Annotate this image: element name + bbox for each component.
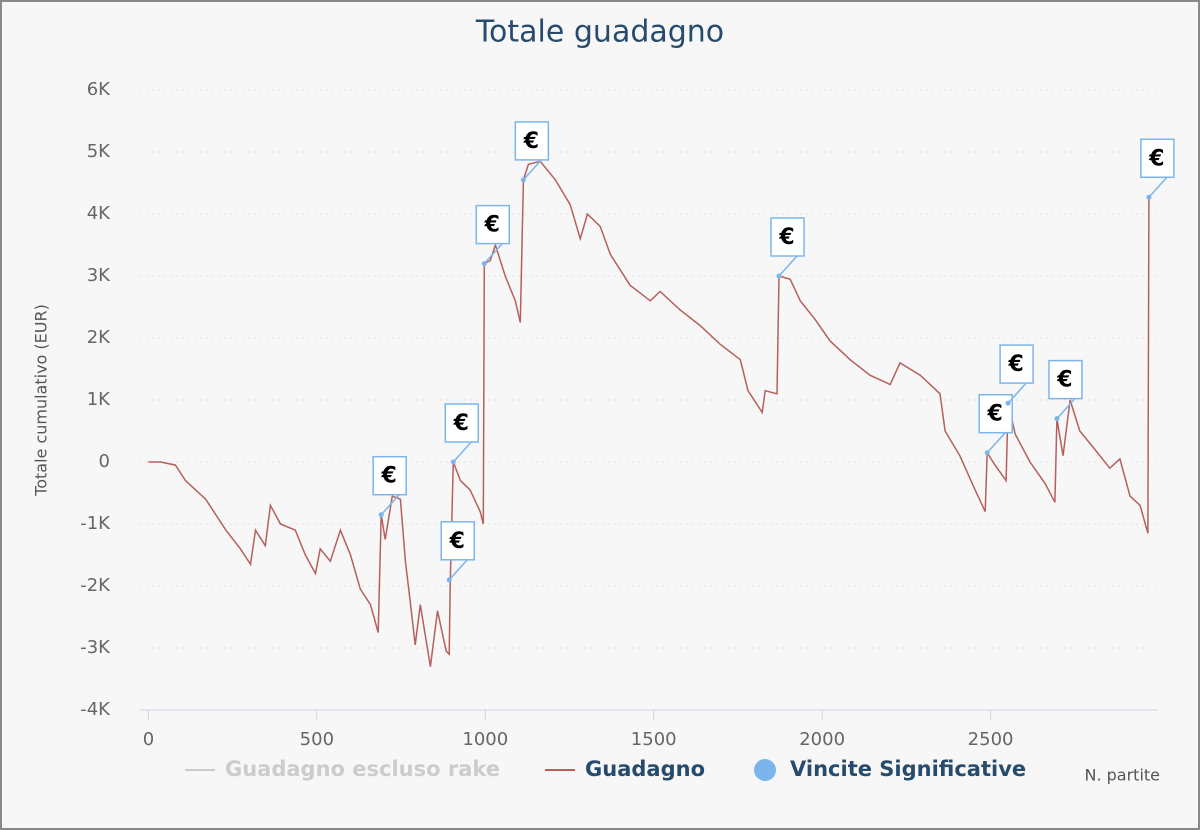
data-point: [481, 261, 487, 267]
flag-label: €: [778, 225, 794, 250]
y-axis-title: Totale cumulativo (EUR): [32, 304, 51, 497]
data-point: [1005, 400, 1011, 406]
x-tick-label: 500: [300, 729, 334, 750]
flag-box: [372, 455, 407, 496]
legend-label[interactable]: Vincite Significative: [790, 757, 1026, 781]
y-tick-label: 6K: [87, 79, 111, 100]
flag-connector: [448, 559, 468, 581]
flag-label: €: [1148, 146, 1164, 171]
x-tick-label: 1500: [631, 729, 677, 750]
flag-label: €: [987, 402, 1003, 427]
y-tick-label: 5K: [87, 141, 111, 162]
flag-box: [475, 204, 511, 245]
data-point: [1146, 194, 1152, 200]
y-tick-label: 0: [99, 451, 110, 472]
x-axis-title: N. partite: [1084, 766, 1160, 785]
flag-box: [444, 403, 480, 443]
flag-connector: [522, 159, 542, 181]
flag-box: [1140, 138, 1175, 179]
data-point: [1054, 416, 1060, 422]
x-tick-label: 1000: [462, 729, 508, 750]
flag-box: [999, 344, 1034, 384]
flag-label: €: [484, 213, 500, 238]
y-tick-label: 3K: [87, 265, 111, 286]
x-tick-label: 0: [143, 729, 154, 750]
data-point: [378, 512, 384, 518]
flag-connector: [778, 255, 798, 277]
y-tick-label: -4K: [80, 699, 111, 720]
y-tick-label: 2K: [87, 327, 111, 348]
x-tick-label: 2500: [968, 729, 1014, 750]
data-point: [984, 450, 990, 456]
data-point: [776, 273, 782, 279]
legend-label[interactable]: Guadagno: [585, 757, 705, 781]
flag-connector: [986, 432, 1006, 454]
line-series: [148, 160, 1150, 667]
legend-symbol: [754, 759, 777, 781]
legend-label[interactable]: Guadagno escluso rake: [225, 757, 500, 781]
flag-connector: [1007, 382, 1027, 404]
y-tick-label: -1K: [80, 513, 111, 534]
y-tick-label: -2K: [80, 575, 111, 596]
flag-connector: [1148, 176, 1168, 198]
flag-label: €: [453, 411, 469, 436]
chart-title: Totale guadagno: [475, 15, 724, 50]
y-tick-label: 1K: [87, 389, 111, 410]
data-point: [446, 577, 452, 583]
flag-box: [770, 217, 805, 257]
flag-connector: [452, 441, 472, 463]
x-tick-label: 2000: [799, 729, 845, 750]
y-tick-label: -3K: [80, 637, 111, 658]
y-tick-label: 4K: [87, 203, 111, 224]
flag-label: €: [523, 129, 539, 154]
flag-connector: [483, 243, 503, 265]
flag-label: €: [381, 464, 397, 489]
flag-label: €: [1056, 368, 1072, 393]
flag-box: [440, 521, 475, 561]
flag-connector: [1056, 398, 1076, 420]
flag-connector: [380, 494, 400, 516]
flag-box: [1048, 359, 1083, 400]
flag-box: [514, 121, 550, 161]
data-point: [450, 459, 456, 465]
flag-label: €: [449, 529, 465, 554]
flag-label: €: [1007, 352, 1023, 377]
data-point: [520, 177, 526, 183]
